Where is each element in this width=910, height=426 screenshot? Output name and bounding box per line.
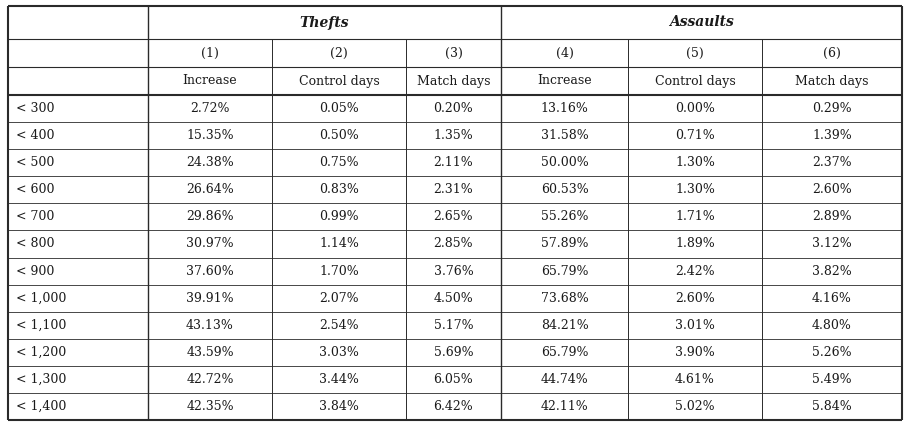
Text: 2.07%: 2.07% xyxy=(319,292,359,305)
Text: 0.75%: 0.75% xyxy=(319,156,359,169)
Text: 3.84%: 3.84% xyxy=(319,400,359,413)
Text: 57.89%: 57.89% xyxy=(541,237,588,250)
Text: 1.89%: 1.89% xyxy=(675,237,715,250)
Text: 4.80%: 4.80% xyxy=(812,319,852,332)
Text: < 1,000: < 1,000 xyxy=(16,292,66,305)
Text: Increase: Increase xyxy=(183,75,238,87)
Text: 65.79%: 65.79% xyxy=(541,346,588,359)
Text: 3.82%: 3.82% xyxy=(812,265,852,278)
Text: (6): (6) xyxy=(823,46,841,60)
Text: 84.21%: 84.21% xyxy=(541,319,589,332)
Text: < 400: < 400 xyxy=(16,129,55,142)
Text: 5.02%: 5.02% xyxy=(675,400,715,413)
Text: (2): (2) xyxy=(330,46,348,60)
Text: (4): (4) xyxy=(556,46,573,60)
Text: Match days: Match days xyxy=(795,75,869,87)
Text: < 700: < 700 xyxy=(16,210,55,223)
Text: 0.71%: 0.71% xyxy=(675,129,715,142)
Text: 0.20%: 0.20% xyxy=(434,102,473,115)
Text: 2.89%: 2.89% xyxy=(813,210,852,223)
Text: (1): (1) xyxy=(201,46,219,60)
Text: 3.01%: 3.01% xyxy=(675,319,715,332)
Text: 2.42%: 2.42% xyxy=(675,265,715,278)
Text: 42.11%: 42.11% xyxy=(541,400,589,413)
Text: 0.83%: 0.83% xyxy=(319,183,359,196)
Text: 4.61%: 4.61% xyxy=(675,373,715,386)
Text: 0.05%: 0.05% xyxy=(319,102,359,115)
Text: 6.05%: 6.05% xyxy=(434,373,473,386)
Text: 3.12%: 3.12% xyxy=(812,237,852,250)
Text: 30.97%: 30.97% xyxy=(187,237,234,250)
Text: 3.03%: 3.03% xyxy=(319,346,359,359)
Text: < 600: < 600 xyxy=(16,183,55,196)
Text: 50.00%: 50.00% xyxy=(541,156,589,169)
Text: 6.42%: 6.42% xyxy=(434,400,473,413)
Text: 1.30%: 1.30% xyxy=(675,156,715,169)
Text: 5.17%: 5.17% xyxy=(434,319,473,332)
Text: 26.64%: 26.64% xyxy=(187,183,234,196)
Text: < 900: < 900 xyxy=(16,265,55,278)
Text: 13.16%: 13.16% xyxy=(541,102,589,115)
Text: 2.60%: 2.60% xyxy=(812,183,852,196)
Text: < 300: < 300 xyxy=(16,102,55,115)
Text: 3.90%: 3.90% xyxy=(675,346,715,359)
Text: Increase: Increase xyxy=(537,75,592,87)
Text: 2.60%: 2.60% xyxy=(675,292,715,305)
Text: Assaults: Assaults xyxy=(669,15,733,29)
Text: 15.35%: 15.35% xyxy=(187,129,234,142)
Text: 2.31%: 2.31% xyxy=(434,183,473,196)
Text: 1.71%: 1.71% xyxy=(675,210,715,223)
Text: 29.86%: 29.86% xyxy=(187,210,234,223)
Text: 3.76%: 3.76% xyxy=(434,265,473,278)
Text: 1.14%: 1.14% xyxy=(319,237,359,250)
Text: Thefts: Thefts xyxy=(299,15,349,29)
Text: 39.91%: 39.91% xyxy=(187,292,234,305)
Text: 31.58%: 31.58% xyxy=(541,129,589,142)
Text: 43.59%: 43.59% xyxy=(187,346,234,359)
Text: 73.68%: 73.68% xyxy=(541,292,589,305)
Text: 24.38%: 24.38% xyxy=(187,156,234,169)
Text: 2.72%: 2.72% xyxy=(190,102,229,115)
Text: 5.84%: 5.84% xyxy=(812,400,852,413)
Text: 60.53%: 60.53% xyxy=(541,183,589,196)
Text: 1.39%: 1.39% xyxy=(812,129,852,142)
Text: 2.37%: 2.37% xyxy=(813,156,852,169)
Text: (5): (5) xyxy=(686,46,703,60)
Text: 2.54%: 2.54% xyxy=(319,319,359,332)
Text: < 1,100: < 1,100 xyxy=(16,319,66,332)
Text: 0.29%: 0.29% xyxy=(813,102,852,115)
Text: Control days: Control days xyxy=(654,75,735,87)
Text: 55.26%: 55.26% xyxy=(541,210,588,223)
Text: 4.50%: 4.50% xyxy=(434,292,473,305)
Text: Control days: Control days xyxy=(298,75,379,87)
Text: 1.30%: 1.30% xyxy=(675,183,715,196)
Text: 2.85%: 2.85% xyxy=(434,237,473,250)
Text: 37.60%: 37.60% xyxy=(187,265,234,278)
Text: 5.49%: 5.49% xyxy=(813,373,852,386)
Text: 5.69%: 5.69% xyxy=(434,346,473,359)
Text: (3): (3) xyxy=(445,46,462,60)
Text: 0.50%: 0.50% xyxy=(319,129,359,142)
Text: < 500: < 500 xyxy=(16,156,55,169)
Text: 65.79%: 65.79% xyxy=(541,265,588,278)
Text: 1.35%: 1.35% xyxy=(434,129,473,142)
Text: < 1,200: < 1,200 xyxy=(16,346,66,359)
Text: 1.70%: 1.70% xyxy=(319,265,359,278)
Text: < 800: < 800 xyxy=(16,237,55,250)
Text: Match days: Match days xyxy=(417,75,490,87)
Text: 5.26%: 5.26% xyxy=(813,346,852,359)
Text: < 1,400: < 1,400 xyxy=(16,400,66,413)
Text: 2.65%: 2.65% xyxy=(434,210,473,223)
Text: 44.74%: 44.74% xyxy=(541,373,589,386)
Text: 42.35%: 42.35% xyxy=(187,400,234,413)
Text: 0.00%: 0.00% xyxy=(675,102,715,115)
Text: 42.72%: 42.72% xyxy=(187,373,234,386)
Text: 2.11%: 2.11% xyxy=(434,156,473,169)
Text: 4.16%: 4.16% xyxy=(812,292,852,305)
Text: < 1,300: < 1,300 xyxy=(16,373,66,386)
Text: 43.13%: 43.13% xyxy=(186,319,234,332)
Text: 3.44%: 3.44% xyxy=(319,373,359,386)
Text: 0.99%: 0.99% xyxy=(319,210,359,223)
